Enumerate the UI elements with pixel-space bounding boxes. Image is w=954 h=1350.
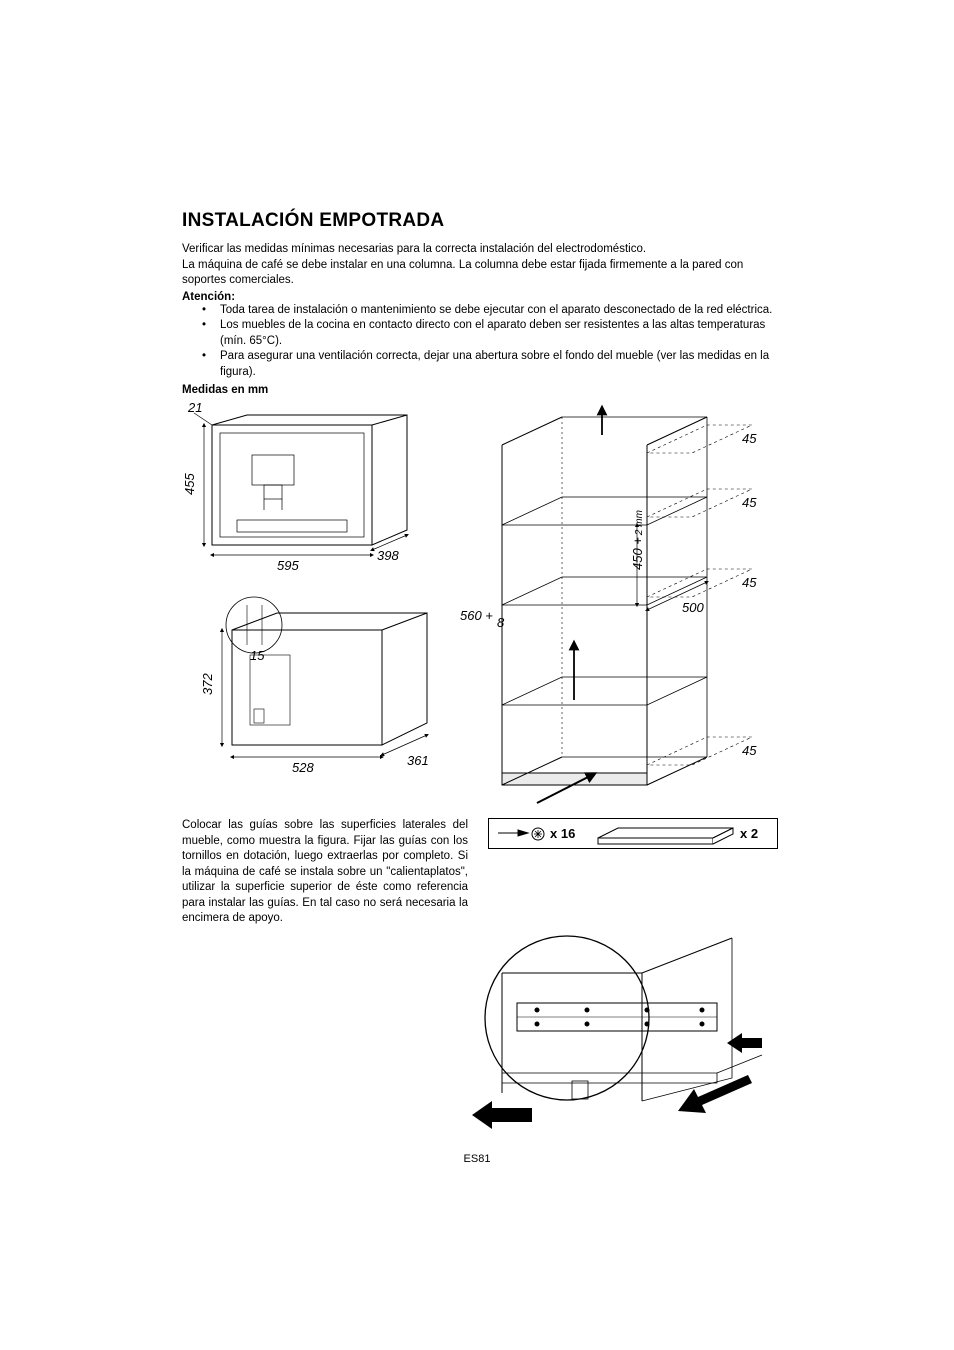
dim-overhang: 21 [187,400,202,415]
screw-count: x 16 [550,826,575,841]
measurements-label: Medidas en mm [182,384,774,396]
installation-diagram: 21 455 595 398 1 [182,400,778,810]
dim-opening-w-tol: 8 [497,615,505,630]
rail-install-diagram [182,933,774,1178]
attention-label: Atención: [182,291,774,303]
attention-item: Toda tarea de instalación o mantenimient… [202,303,774,319]
dim-vent: 45 [742,431,757,446]
dim-opening-w: 560 + [460,608,493,623]
hardware-callout: x 16 x 2 [488,818,778,927]
dim-front-depth: 398 [377,548,399,563]
attention-item: Los muebles de la cocina en contacto dir… [202,318,774,349]
dim-vent: 45 [742,495,757,510]
page-footer: ES81 [0,1153,954,1165]
bracket-count: x 2 [740,826,758,841]
attention-item: Para asegurar una ventilación correcta, … [202,349,774,380]
intro-paragraph: Verificar las medidas mínimas necesarias… [182,242,774,289]
svg-text:560 +: 560 + [460,608,493,623]
dim-front-width: 595 [277,558,299,573]
dim-vent: 45 [742,575,757,590]
dim-body-width: 528 [292,760,314,775]
attention-list: Toda tarea de instalación o mantenimient… [182,303,774,381]
dim-body-height: 372 [200,673,215,695]
svg-text:450 +2 mm: 450 +2 mm [630,510,645,570]
dim-vent: 45 [742,743,757,758]
dim-opening-h-tol: 2 mm [634,510,645,536]
dim-cabinet-depth: 500 [682,600,704,615]
dim-body-depth: 361 [407,753,429,768]
page-title: INSTALACIÓN EMPOTRADA [182,210,774,232]
guide-instructions: Colocar las guías sobre las superficies … [182,818,468,927]
dim-front-height: 455 [182,473,197,495]
dim-opening-h: 450 + [630,537,645,570]
dim-setback: 15 [250,648,265,663]
